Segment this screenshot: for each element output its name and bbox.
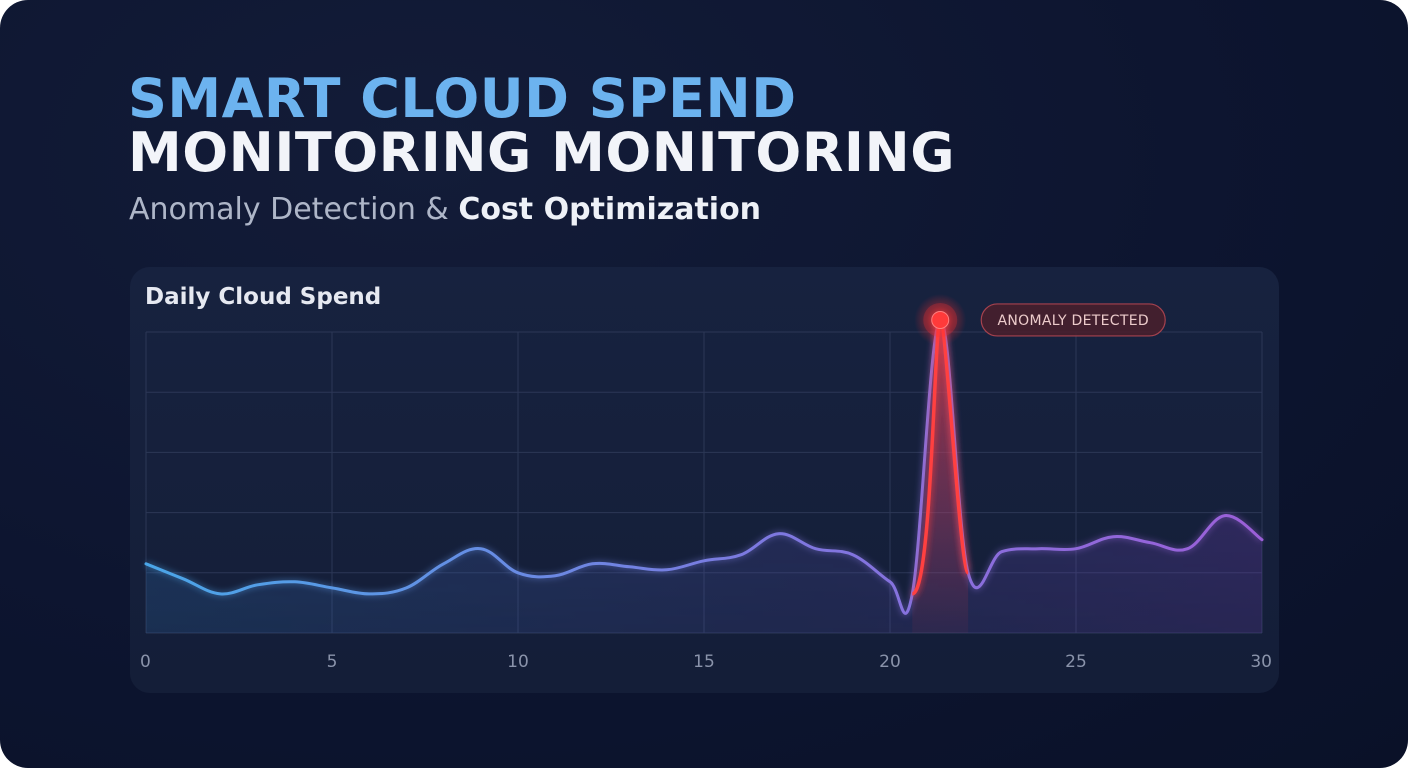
x-tick-label: 0 [140,652,151,672]
anomaly-point[interactable] [931,310,950,329]
x-tick-label: 30 [1250,652,1272,672]
spend-line [144,318,1264,615]
x-tick-label: 5 [327,652,338,672]
x-tick-label: 15 [693,652,715,672]
title-line-2: MONITORING MONITORING [128,121,956,184]
anomaly-badge [980,303,1166,337]
x-tick-labels: 0 5 10 15 20 25 30 [140,652,1272,672]
spend-area [146,319,1262,633]
x-tick-label: 25 [1065,652,1087,672]
title-line-1: SMART CLOUD SPEND [128,67,797,130]
anomaly-badge-label: ANOMALY DETECTED [997,313,1148,329]
chart-title: Daily Cloud Spend [145,284,382,310]
annotations: ANOMALY DETECTED [914,293,1166,346]
subtitle-regular: Anomaly Detection & [129,192,459,227]
subtitle: Anomaly Detection & Cost Optimization [129,193,761,226]
subtitle-strong: Cost Optimization [458,192,762,227]
x-tick-label: 20 [879,652,901,672]
x-tick-label: 10 [507,652,529,672]
